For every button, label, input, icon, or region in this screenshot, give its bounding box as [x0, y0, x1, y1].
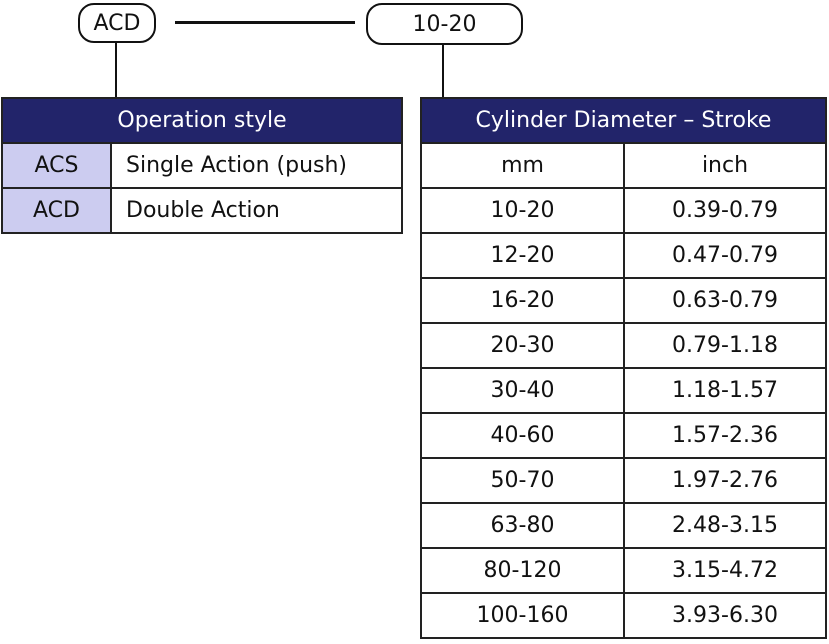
- operation-style-table: Operation style ACS Single Action (push) …: [1, 97, 403, 234]
- table-row: 50-70 1.97-2.76: [420, 457, 827, 504]
- diameter-code-box: 10-20: [366, 3, 523, 45]
- column-header-mm: mm: [420, 142, 625, 189]
- label-cell: Double Action: [110, 187, 403, 234]
- inch-cell: 3.93-6.30: [623, 592, 827, 639]
- table-row: 16-20 0.63-0.79: [420, 277, 827, 324]
- table-row: 20-30 0.79-1.18: [420, 322, 827, 369]
- inch-cell: 1.57-2.36: [623, 412, 827, 459]
- inch-cell: 1.97-2.76: [623, 457, 827, 504]
- connector-line: [175, 21, 355, 24]
- inch-cell: 0.39-0.79: [623, 187, 827, 234]
- mm-cell: 16-20: [420, 277, 625, 324]
- inch-cell: 1.18-1.57: [623, 367, 827, 414]
- operation-code-box: ACD: [78, 3, 156, 43]
- inch-cell: 3.15-4.72: [623, 547, 827, 594]
- table-row: 80-120 3.15-4.72: [420, 547, 827, 594]
- mm-cell: 10-20: [420, 187, 625, 234]
- table-row: 10-20 0.39-0.79: [420, 187, 827, 234]
- inch-cell: 2.48-3.15: [623, 502, 827, 549]
- table-row: 30-40 1.18-1.57: [420, 367, 827, 414]
- diameter-stroke-table: Cylinder Diameter – Stroke mm inch 10-20 0…: [420, 97, 827, 639]
- diameter-table-title: Cylinder Diameter – Stroke: [420, 97, 827, 144]
- table-row: 40-60 1.57-2.36: [420, 412, 827, 459]
- mm-cell: 100-160: [420, 592, 625, 639]
- diameter-leader-line: [442, 44, 444, 98]
- mm-cell: 50-70: [420, 457, 625, 504]
- mm-cell: 40-60: [420, 412, 625, 459]
- table-row: ACS Single Action (push): [1, 142, 403, 189]
- mm-cell: 63-80: [420, 502, 625, 549]
- inch-cell: 0.63-0.79: [623, 277, 827, 324]
- inch-cell: 0.47-0.79: [623, 232, 827, 279]
- label-cell: Single Action (push): [110, 142, 403, 189]
- table-row: ACD Double Action: [1, 187, 403, 234]
- table-row: 12-20 0.47-0.79: [420, 232, 827, 279]
- code-cell: ACS: [1, 142, 112, 189]
- code-cell: ACD: [1, 187, 112, 234]
- mm-cell: 20-30: [420, 322, 625, 369]
- operation-leader-line: [115, 42, 117, 98]
- mm-cell: 80-120: [420, 547, 625, 594]
- column-header-inch: inch: [623, 142, 827, 189]
- inch-cell: 0.79-1.18: [623, 322, 827, 369]
- mm-cell: 12-20: [420, 232, 625, 279]
- operation-table-title: Operation style: [1, 97, 403, 144]
- table-row: 63-80 2.48-3.15: [420, 502, 827, 549]
- mm-cell: 30-40: [420, 367, 625, 414]
- table-row: 100-160 3.93-6.30: [420, 592, 827, 639]
